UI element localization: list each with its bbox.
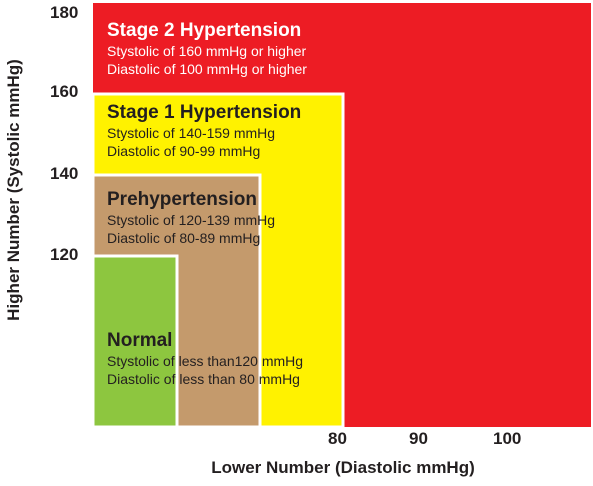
y-tick-label: 140 <box>50 164 79 183</box>
zone-label-stage-2: Stage 2 Hypertension Stystolic of 160 mm… <box>107 20 307 78</box>
zone-diastolic-range: Diastolic of less than 80 mmHg <box>107 371 300 387</box>
y-axis-title: Higher Number (Systolic mmHg) <box>4 59 23 321</box>
zone-name: Stage 1 Hypertension <box>107 102 302 123</box>
zone-name: Prehypertension <box>107 189 257 210</box>
zone-name: Normal <box>107 330 173 351</box>
x-tick-label: 80 <box>328 429 347 448</box>
zone-label-prehypertension: Prehypertension Stystolic of 120-139 mmH… <box>107 189 275 247</box>
axis-margin <box>0 427 593 486</box>
x-axis-title: Lower Number (Diastolic mmHg) <box>211 458 475 477</box>
zone-systolic-range: Stystolic of 140-159 mmHg <box>107 125 276 141</box>
axis-margin <box>0 0 93 486</box>
zone-name: Stage 2 Hypertension <box>107 20 302 41</box>
zone-diastolic-range: Diastolic of 80-89 mmHg <box>107 230 261 246</box>
zone-label-stage-1: Stage 1 Hypertension Stystolic of 140-15… <box>107 102 301 160</box>
y-tick-label: 180 <box>50 3 79 22</box>
zone-diastolic-range: Diastolic of 90-99 mmHg <box>107 143 261 159</box>
zone-area-4 <box>91 254 179 429</box>
zone-label-normal: Normal Stystolic of less than120 mmHg Di… <box>107 330 303 388</box>
zone-diastolic-range: Diastolic of 100 mmHg or higher <box>107 61 307 77</box>
zone-systolic-range: Stystolic of 120-139 mmHg <box>107 212 276 228</box>
x-tick-label: 100 <box>493 429 522 448</box>
y-tick-label: 120 <box>50 245 79 264</box>
zone-systolic-range: Stystolic of 160 mmHg or higher <box>107 43 307 59</box>
zone-systolic-range: Stystolic of less than120 mmHg <box>107 353 304 369</box>
x-tick-label: 90 <box>409 429 428 448</box>
y-tick-label: 160 <box>50 82 79 101</box>
